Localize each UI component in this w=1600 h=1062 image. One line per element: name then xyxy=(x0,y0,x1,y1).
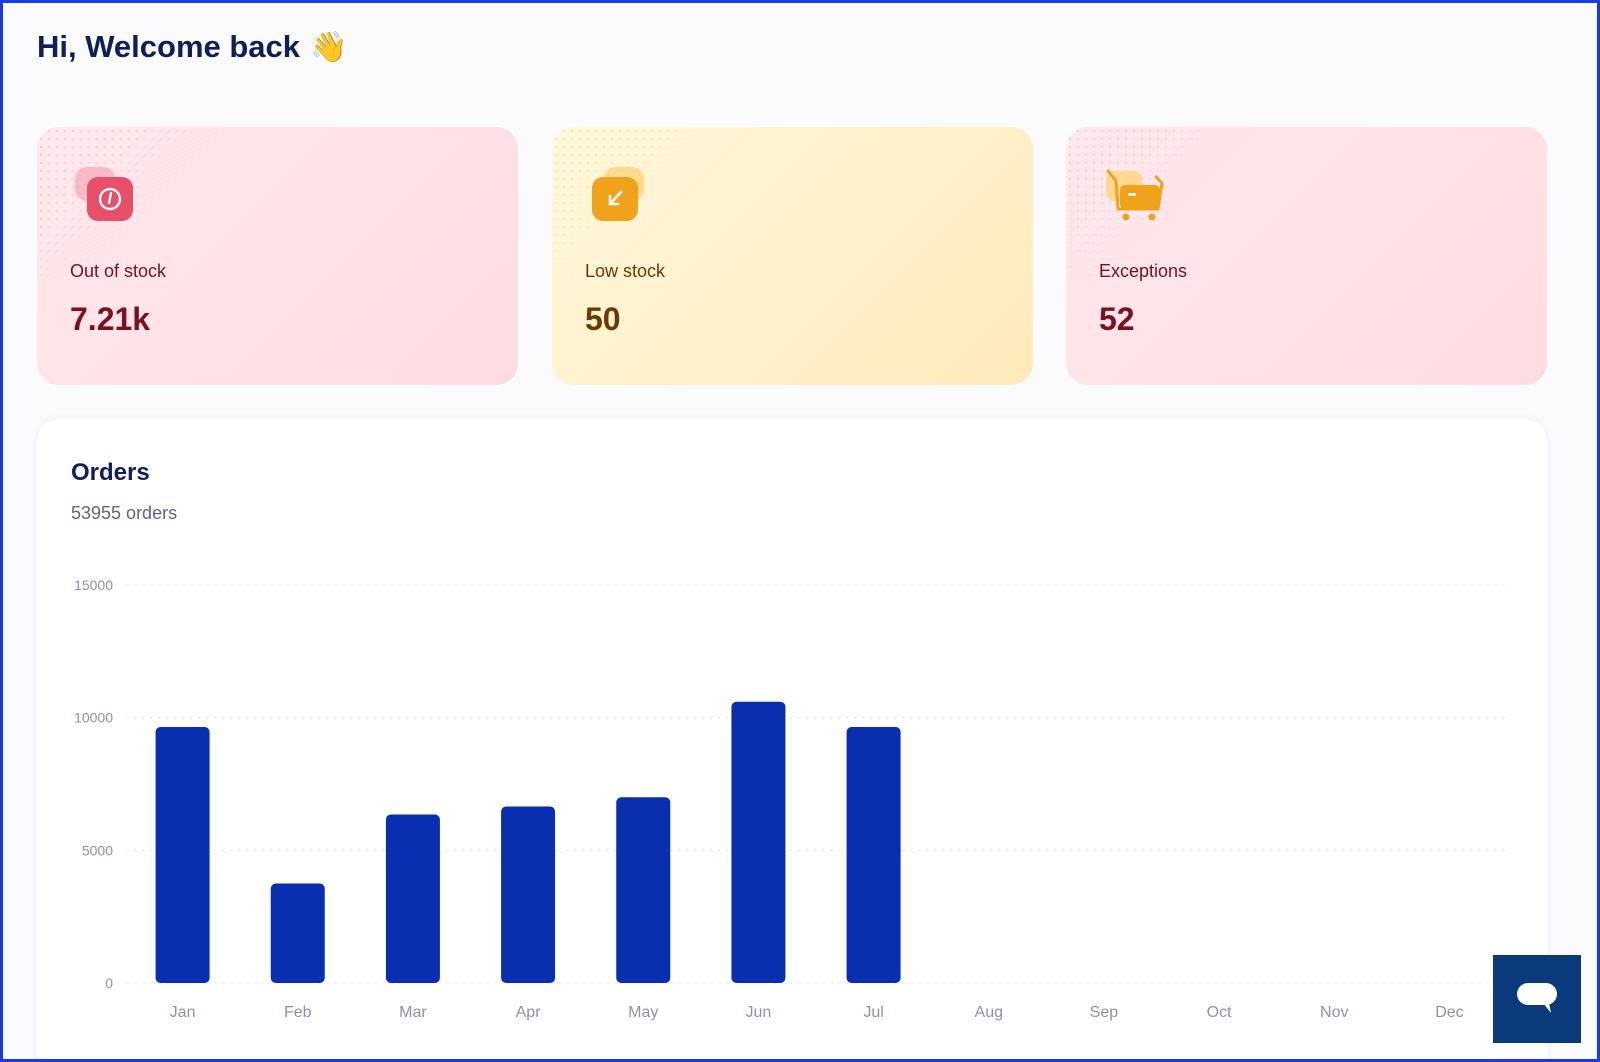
card-value: 7.21k xyxy=(70,301,151,337)
x-tick-label: Dec xyxy=(1435,1004,1463,1021)
chat-button[interactable] xyxy=(1493,955,1581,1043)
bar-apr[interactable] xyxy=(501,806,556,983)
card-label: Exceptions xyxy=(1099,261,1188,281)
orders-bar-chart: 0 5000 10000 15000 Jan Feb Mar Apr May Jun Jul Aug S… xyxy=(74,577,1507,1021)
arrow-down-left-icon xyxy=(588,167,652,223)
card-value: 52 xyxy=(1099,301,1135,337)
y-tick-label: 5000 xyxy=(82,842,113,858)
exceptions-card[interactable]: Exceptions 52 xyxy=(1066,127,1547,385)
x-tick-label: Nov xyxy=(1320,1004,1348,1021)
x-tick-label: Oct xyxy=(1207,1004,1232,1021)
x-tick-label: Sep xyxy=(1090,1004,1119,1021)
card-label: Low stock xyxy=(585,261,666,281)
x-tick-label: Apr xyxy=(516,1004,542,1021)
y-tick-label: 0 xyxy=(105,975,113,991)
bar-mar[interactable] xyxy=(385,814,440,983)
welcome-text: Hi, Welcome back xyxy=(37,29,301,64)
x-tick-label: Jun xyxy=(746,1004,772,1021)
chat-bubble-icon xyxy=(1517,983,1557,1013)
x-tick-label: May xyxy=(628,1004,658,1021)
card-label: Out of stock xyxy=(70,261,167,281)
bar-feb[interactable] xyxy=(270,883,325,984)
x-tick-label: Aug xyxy=(975,1004,1003,1021)
low-stock-card[interactable]: Low stock 50 xyxy=(552,127,1033,385)
x-tick-label: Mar xyxy=(399,1004,427,1021)
bar-jan[interactable] xyxy=(155,726,210,983)
x-tick-label: Jan xyxy=(170,1004,196,1021)
bar-may[interactable] xyxy=(616,797,671,983)
x-tick-label: Feb xyxy=(284,1004,312,1021)
timer-icon xyxy=(73,167,137,223)
card-value: 50 xyxy=(585,301,621,337)
y-tick-label: 10000 xyxy=(74,710,113,726)
orders-count: 53955 orders xyxy=(71,503,178,523)
out-of-stock-card[interactable]: Out of stock 7.21k xyxy=(37,127,518,385)
shopping-cart-icon xyxy=(1102,167,1166,223)
y-tick-label: 15000 xyxy=(74,577,113,593)
x-tick-label: Jul xyxy=(863,1004,883,1021)
waving-hand-emoji: 👋 xyxy=(310,30,348,64)
bar-jun[interactable] xyxy=(731,701,786,983)
orders-title: Orders xyxy=(71,459,150,486)
orders-panel: Orders 53955 orders 0 5000 10000 15000 Jan Fe… xyxy=(37,419,1547,1059)
welcome-heading: Hi, Welcome back 👋 xyxy=(37,29,347,65)
bar-jul[interactable] xyxy=(846,726,901,983)
